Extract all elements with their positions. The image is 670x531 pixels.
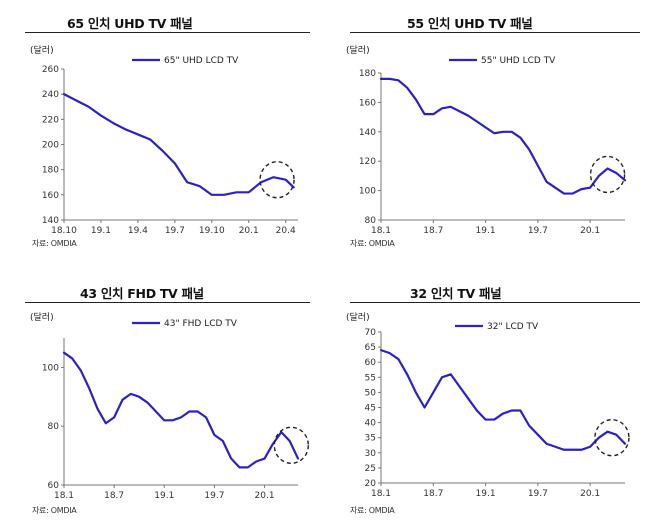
- source-label: 자료: OMDIA: [350, 506, 395, 515]
- x-tick-label: 19.1: [154, 491, 174, 501]
- x-tick-label: 19.1: [476, 489, 496, 499]
- y-tick-label: 50: [365, 388, 377, 398]
- y-tick-label: 35: [365, 434, 376, 444]
- x-tick-label: 19.7: [204, 491, 224, 501]
- y-tick-label: 180: [359, 69, 376, 79]
- x-tick-label: 19.4: [128, 226, 148, 236]
- title-underline: [350, 302, 640, 303]
- legend-label: 32" LCD TV: [487, 322, 539, 332]
- x-tick-label: 18.1: [371, 226, 391, 236]
- x-tick-label: 20.1: [580, 226, 600, 236]
- x-tick-label: 18.1: [54, 491, 74, 501]
- chart-32-lcd: 20 25 30 35 40 45 50 55 60 65 70 18.1 18.7 19.1 19.7 20…: [365, 322, 630, 499]
- title-underline: [350, 32, 640, 33]
- series-line: [379, 349, 627, 451]
- y-unit-label: (달러): [30, 313, 54, 323]
- y-tick-label: 260: [42, 65, 59, 75]
- y-tick-label: 60: [48, 481, 60, 491]
- x-tick-label: 18.10: [51, 226, 77, 236]
- source-label: 자료: OMDIA: [32, 239, 77, 248]
- x-tick-label: 18.7: [423, 489, 443, 499]
- x-tick-label: 19.7: [528, 489, 548, 499]
- x-tick-label: 19.10: [199, 226, 225, 236]
- x-tick-label: 20.1: [580, 489, 600, 499]
- y-unit-label: (달러): [30, 46, 54, 56]
- y-tick-label: 220: [42, 115, 59, 125]
- title-underline: [25, 32, 310, 33]
- x-tick-label: 18.1: [371, 489, 391, 499]
- chart-65-uhd: 140 160 180 200 220 240 260 18.10 19.1 19.4 19.7 19…: [42, 56, 298, 236]
- y-tick-label: 65: [365, 343, 376, 353]
- highlight-circle: [273, 426, 310, 465]
- y-tick-label: 30: [365, 449, 377, 459]
- y-tick-label: 100: [359, 187, 376, 197]
- chart-title: 43 인치 FHD TV 패널: [80, 286, 204, 301]
- y-tick-label: 60: [365, 358, 377, 368]
- series-line: [62, 93, 295, 196]
- y-tick-label: 20: [365, 479, 377, 489]
- y-tick-label: 55: [365, 373, 376, 383]
- y-tick-label: 160: [42, 191, 59, 201]
- legend-label: 65" UHD LCD TV: [164, 56, 239, 66]
- chart-55-uhd: 80 100 120 140 160 180 18.1 18.7 19.1 19.7 20.1 55"…: [359, 56, 627, 236]
- y-tick-label: 80: [365, 216, 377, 226]
- chart-title: 65 인치 UHD TV 패널: [67, 16, 193, 31]
- x-tick-label: 18.7: [104, 491, 124, 501]
- y-tick-label: 200: [42, 141, 59, 151]
- x-tick-label: 20.1: [255, 491, 275, 501]
- chart-43-fhd: 60 80 100 18.1 18.7 19.1 19.7 20.1 43" FHD LCD T…: [42, 319, 310, 501]
- series-line: [62, 351, 300, 469]
- y-tick-label: 120: [359, 157, 376, 167]
- source-label: 자료: OMDIA: [32, 506, 77, 515]
- x-tick-label: 19.7: [165, 226, 185, 236]
- legend-label: 55" UHD LCD TV: [481, 56, 556, 66]
- chart-title: 55 인치 UHD TV 패널: [407, 16, 533, 31]
- y-tick-label: 160: [359, 98, 376, 108]
- x-tick-label: 19.1: [91, 226, 111, 236]
- y-unit-label: (달러): [346, 46, 370, 56]
- chart-title: 32 인치 TV 패널: [410, 286, 502, 301]
- y-tick-label: 140: [359, 128, 376, 138]
- y-tick-label: 180: [42, 166, 59, 176]
- title-underline: [25, 302, 310, 303]
- y-tick-label: 100: [42, 363, 59, 373]
- y-tick-label: 240: [42, 90, 59, 100]
- x-tick-label: 20.4: [276, 226, 296, 236]
- legend-label: 43" FHD LCD TV: [164, 319, 238, 329]
- highlight-circle: [594, 418, 630, 457]
- y-tick-label: 80: [48, 422, 60, 432]
- x-tick-label: 18.7: [423, 226, 443, 236]
- y-unit-label: (달러): [346, 313, 370, 323]
- series-line: [379, 77, 627, 195]
- y-tick-label: 140: [42, 216, 59, 226]
- x-tick-label: 20.1: [239, 226, 259, 236]
- source-label: 자료: OMDIA: [350, 239, 395, 248]
- y-tick-label: 40: [365, 419, 377, 429]
- x-tick-label: 19.7: [528, 226, 548, 236]
- y-tick-label: 45: [365, 404, 376, 414]
- highlight-circle: [589, 155, 626, 194]
- y-tick-label: 25: [365, 464, 376, 474]
- y-tick-label: 70: [365, 328, 377, 338]
- x-tick-label: 19.1: [476, 226, 496, 236]
